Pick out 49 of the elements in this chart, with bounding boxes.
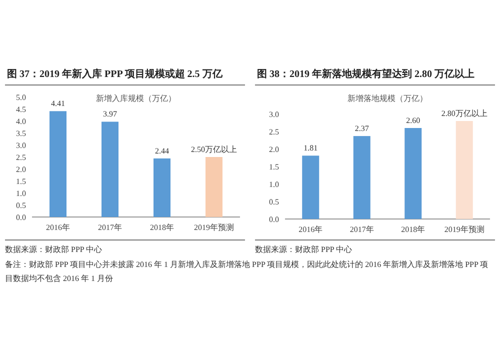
- y-tick-label: 3.0: [16, 141, 26, 150]
- x-tick-label: 2018年: [401, 225, 426, 234]
- bar: [456, 121, 473, 219]
- data-label: 2.80万亿以上: [441, 109, 488, 118]
- chart-subtitle: 新增入库规模（万亿）: [96, 94, 176, 103]
- data-label: 3.97: [103, 110, 117, 119]
- x-tick-label: 2018年: [150, 223, 174, 232]
- x-tick-label: 2017年: [98, 223, 122, 232]
- y-tick-label: 0.0: [269, 215, 279, 224]
- y-tick-label: 1.5: [269, 162, 279, 172]
- y-tick-label: 1.0: [16, 189, 26, 198]
- x-tick-label: 2016年: [298, 225, 323, 234]
- data-label: 2.60: [406, 116, 420, 125]
- y-tick-label: 0.0: [16, 213, 26, 222]
- y-tick-label: 3.5: [16, 129, 26, 138]
- data-label: 2.50万亿以上: [191, 145, 237, 154]
- bar: [206, 157, 222, 217]
- y-tick-label: 3.0: [269, 110, 279, 119]
- y-tick-label: 4.5: [16, 105, 26, 114]
- y-tick-label: 1.5: [16, 177, 26, 186]
- y-tick-label: 1.0: [269, 180, 279, 189]
- y-tick-label: 2.5: [16, 153, 26, 162]
- y-tick-label: 5.0: [16, 93, 26, 102]
- y-tick-label: 2.0: [269, 145, 279, 154]
- data-label: 4.41: [51, 99, 65, 108]
- chart-title: 图 37：2019 年新入库 PPP 项目规模或超 2.5 万亿: [7, 68, 224, 80]
- text: 备注：财政部 PPP 项目中心并未披露 2016 年 1 月新增入库及新增落地 PPP 项目规模，因此此处统计的 2016 年新增入库及新增落地 PPP 项目数据均不包含 2016 年 1 月份: [5, 259, 490, 285]
- chart-subtitle: 新增落地规模（万亿）: [348, 94, 428, 103]
- x-tick-label: 2016年: [46, 223, 70, 232]
- bar: [353, 136, 370, 219]
- bar: [102, 122, 118, 217]
- bar: [302, 156, 320, 219]
- data-label: 1.81: [304, 144, 318, 153]
- y-tick-label: 0.5: [269, 198, 279, 206]
- source-note: 数据来源：财政部 PPP 中心: [5, 245, 102, 254]
- y-tick-label: 2.0: [16, 165, 26, 174]
- y-tick-label: 4.0: [16, 117, 26, 126]
- bar: [50, 111, 66, 217]
- chart-title: 图 38：2019 年新落地规模有望达到 2.80 万亿以上: [257, 68, 474, 80]
- y-tick-label: 0.5: [16, 201, 26, 210]
- data-label: 2.44: [155, 146, 169, 156]
- x-tick-label: 2019年预测: [194, 223, 234, 232]
- y-tick-label: 2.5: [269, 128, 279, 136]
- bar: [154, 158, 170, 217]
- source-note: 数据来源：财政部 PPP 中心: [255, 245, 352, 254]
- x-tick-label: 2017年: [350, 225, 374, 234]
- data-label: 2.37: [354, 124, 369, 134]
- bar: [404, 128, 422, 219]
- x-tick-label: 2019年预测: [444, 225, 484, 234]
